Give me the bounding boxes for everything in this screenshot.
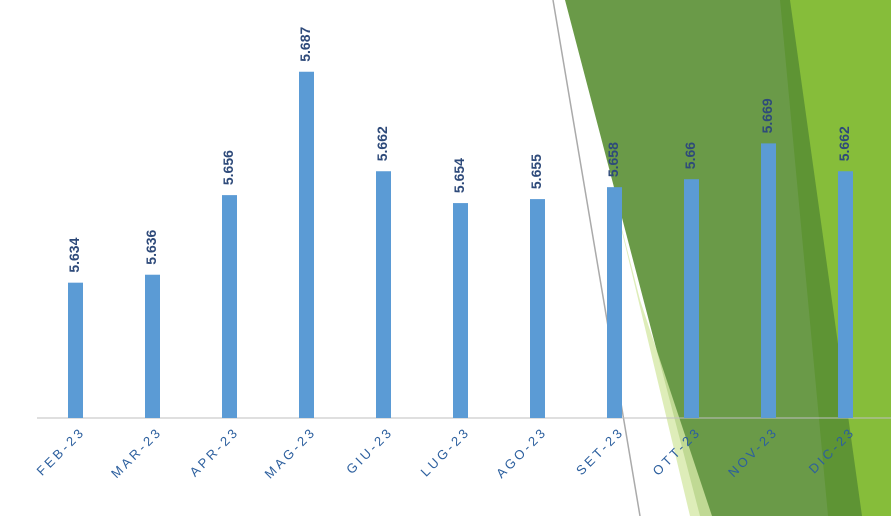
- value-label: 5.687: [297, 26, 313, 61]
- value-label: 5.655: [528, 154, 544, 189]
- bar: [453, 203, 468, 418]
- bar: [68, 282, 83, 418]
- value-label: 5.636: [143, 229, 159, 264]
- bar: [838, 171, 853, 418]
- value-label: 5.634: [66, 237, 82, 272]
- value-label: 5.662: [374, 126, 390, 161]
- x-tick-label: SET-23: [573, 424, 627, 478]
- x-tick-label: MAG-23: [261, 424, 319, 482]
- bar: [530, 199, 545, 418]
- value-label: 5.662: [836, 126, 852, 161]
- x-tick-label: FEB-23: [34, 424, 89, 479]
- bar: [376, 171, 391, 418]
- bar: [607, 187, 622, 418]
- value-label: 5.669: [759, 98, 775, 133]
- bar: [145, 274, 160, 418]
- background-decoration: [552, 0, 891, 516]
- x-tick-label: MAR-23: [108, 424, 165, 481]
- value-label: 5.658: [605, 142, 621, 177]
- value-label: 5.654: [451, 158, 467, 193]
- bar: [684, 179, 699, 418]
- value-label: 5.66: [682, 142, 698, 169]
- value-label: 5.656: [220, 150, 236, 185]
- x-tick-label: APR-23: [187, 424, 243, 480]
- x-tick-label: LUG-23: [418, 424, 474, 480]
- bar: [299, 71, 314, 419]
- x-tick-label: AGO-23: [493, 424, 550, 481]
- x-tick-label: GIU-23: [343, 424, 396, 477]
- bar: [761, 143, 776, 418]
- bar: [222, 195, 237, 418]
